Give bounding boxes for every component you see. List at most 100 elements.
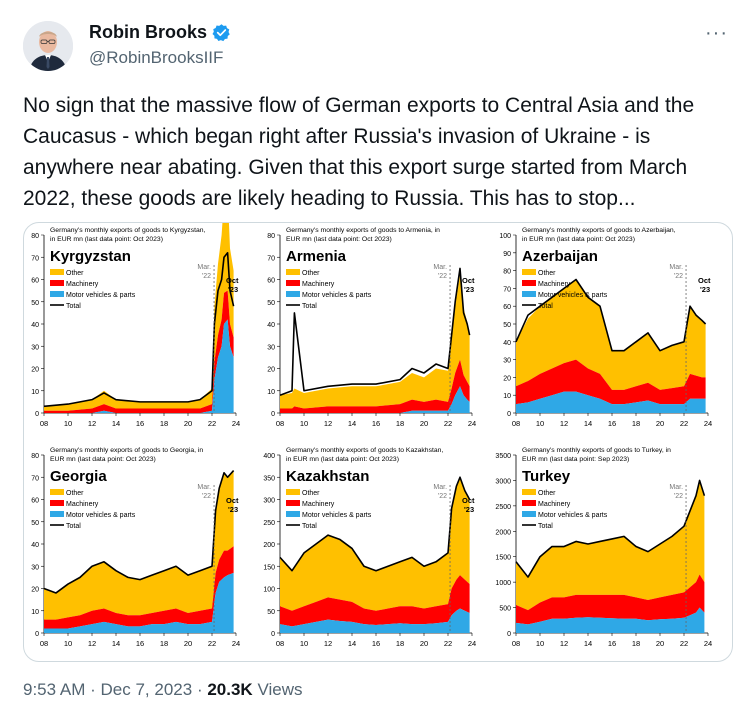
x-tick-label: 10 [300, 639, 308, 648]
y-tick-label: 60 [503, 304, 511, 311]
last-point-label: Oct [226, 496, 239, 505]
area-motor-vehicles [44, 572, 234, 633]
tweet-media[interactable]: 0 10 20 30 40 50 60 70 80 08 10 12 14 16 18 20 22 24 Mar. '… [23, 222, 733, 662]
tweet-date[interactable]: Dec 7, 2023 [100, 680, 193, 699]
y-tick-label: 3000 [495, 478, 511, 485]
chart-title-line1: Germany's monthly exports of goods to Ky… [50, 227, 206, 234]
y-tick-label: 40 [267, 322, 275, 329]
area-motor-vehicles [516, 391, 706, 413]
legend-label-machinery: Machinery [302, 281, 335, 288]
last-point-year: '23 [464, 505, 474, 514]
x-tick-label: 12 [560, 639, 568, 648]
y-tick-label: 0 [35, 631, 39, 638]
x-tick-label: 08 [276, 419, 284, 428]
chart-title-line2: in EUR mn (last data point: Oct 2023) [50, 236, 163, 243]
x-tick-label: 10 [536, 419, 544, 428]
y-tick-label: 350 [263, 475, 275, 482]
y-tick-label: 300 [263, 498, 275, 505]
legend-label-motor: Motor vehicles & parts [66, 512, 136, 519]
verified-badge-icon [212, 24, 230, 42]
avatar[interactable] [23, 21, 73, 71]
chart-country-label: Georgia [50, 468, 107, 485]
area-other [44, 470, 234, 620]
tweet-text: No sign that the massive flow of German … [23, 94, 695, 210]
meta-separator: · [90, 680, 96, 699]
chart-country-label: Turkey [522, 468, 571, 485]
area-motor-vehicles [280, 386, 470, 413]
y-tick-label: 40 [31, 542, 39, 549]
y-tick-label: 50 [31, 520, 39, 527]
y-tick-label: 3500 [495, 453, 511, 460]
chart-title-line1: Germany's monthly exports of goods to Ge… [50, 447, 203, 454]
x-tick-label: 08 [276, 639, 284, 648]
author-name-row[interactable]: Robin Brooks [89, 22, 231, 43]
y-tick-label: 100 [499, 233, 511, 240]
x-tick-label: 22 [208, 419, 216, 428]
y-tick-label: 30 [31, 344, 39, 351]
x-tick-label: 14 [584, 639, 592, 648]
legend-swatch-machinery [522, 280, 536, 286]
chart-title-line2: in EUR mn (last data point: Oct 2023) [522, 236, 635, 243]
area-other [280, 275, 470, 409]
last-point-year: '23 [700, 285, 710, 294]
legend-label-total: Total [538, 523, 553, 530]
y-tick-label: 50 [503, 322, 511, 329]
y-tick-label: 10 [503, 393, 511, 400]
y-tick-label: 10 [267, 389, 275, 396]
legend-label-machinery: Machinery [538, 501, 571, 508]
x-tick-label: 22 [680, 419, 688, 428]
legend-label-machinery: Machinery [538, 281, 571, 288]
y-tick-label: 20 [503, 375, 511, 382]
chart-title-line1: Germany's monthly exports of goods to Ka… [286, 447, 443, 454]
area-machinery [44, 546, 234, 629]
legend-swatch-other [522, 489, 536, 495]
chart-country-label: Kazakhstan [286, 468, 369, 485]
author-handle[interactable]: @RobinBrooksIIF [89, 48, 224, 67]
legend-swatch-motor [522, 291, 536, 297]
x-tick-label: 12 [324, 639, 332, 648]
tweet-meta: 9:53 AM · Dec 7, 2023 · 20.3K Views [23, 680, 303, 700]
legend-swatch-motor [286, 291, 300, 297]
invasion-marker-label: Mar. [197, 264, 211, 271]
x-tick-label: 18 [632, 419, 640, 428]
more-horizontal-icon[interactable]: ··· [705, 22, 728, 44]
legend-swatch-machinery [50, 280, 64, 286]
y-tick-label: 400 [263, 453, 275, 460]
y-tick-label: 80 [31, 233, 39, 240]
legend-swatch-motor [286, 511, 300, 517]
y-tick-label: 0 [507, 411, 511, 418]
y-tick-label: 50 [31, 300, 39, 307]
x-tick-label: 12 [560, 419, 568, 428]
y-tick-label: 20 [31, 587, 39, 594]
y-tick-label: 2000 [495, 529, 511, 536]
x-tick-label: 22 [680, 639, 688, 648]
legend-label-motor: Motor vehicles & parts [302, 292, 372, 299]
x-tick-label: 20 [184, 419, 192, 428]
last-point-year: '23 [464, 285, 474, 294]
tweet-time[interactable]: 9:53 AM [23, 680, 86, 699]
last-point-year: '23 [228, 285, 238, 294]
legend-swatch-motor [50, 291, 64, 297]
y-tick-label: 0 [271, 631, 275, 638]
invasion-marker-label: Mar. [669, 484, 683, 491]
y-tick-label: 30 [31, 564, 39, 571]
x-tick-label: 14 [584, 419, 592, 428]
views-label: Views [257, 680, 303, 699]
y-tick-label: 60 [267, 278, 275, 285]
area-motor-vehicles [44, 319, 234, 413]
author-name[interactable]: Robin Brooks [89, 22, 208, 42]
last-point-label: Oct [226, 276, 239, 285]
x-tick-label: 20 [656, 419, 664, 428]
legend-label-other: Other [538, 490, 556, 497]
legend-swatch-motor [522, 511, 536, 517]
x-tick-label: 10 [64, 639, 72, 648]
x-tick-label: 10 [300, 419, 308, 428]
chart-panel-kyrgyzstan: 0 10 20 30 40 50 60 70 80 08 10 12 14 16 18 20 22 24 Mar. '… [31, 223, 240, 428]
charts-grid: 0 10 20 30 40 50 60 70 80 08 10 12 14 16 18 20 22 24 Mar. '… [31, 223, 712, 648]
x-tick-label: 24 [704, 639, 712, 648]
x-tick-label: 12 [324, 419, 332, 428]
chart-title-line2: EUR mn (last data point: Sep 2023) [522, 456, 629, 463]
invasion-marker-year: '22 [438, 273, 447, 280]
x-tick-label: 14 [112, 639, 120, 648]
chart-country-label: Azerbaijan [522, 248, 598, 265]
